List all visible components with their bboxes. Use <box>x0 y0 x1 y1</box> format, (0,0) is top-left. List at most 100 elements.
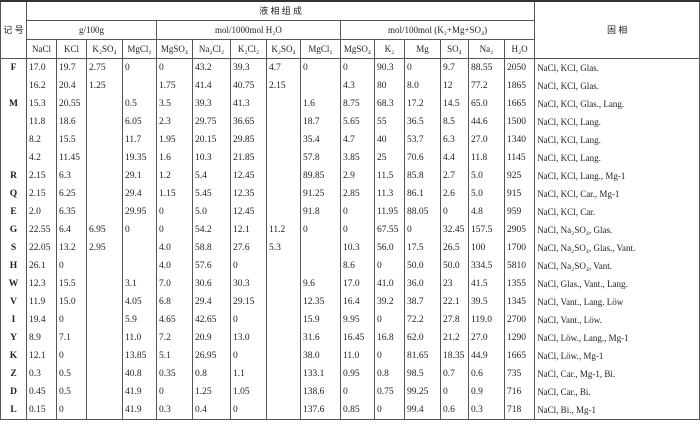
cell-value: 12.45 <box>230 203 267 221</box>
cell-value: 137.6 <box>300 401 341 420</box>
cell-value <box>86 113 123 131</box>
cell-value: 40 <box>374 131 405 149</box>
cell-value: 0.15 <box>26 401 57 420</box>
column-header-row: NaCl KCl K₂SO₄ MgCl₂ MgSO₄ Na₂Cl₂ K₂Cl₂ K₂SO₄ Mg… <box>1 39 700 59</box>
cell-value: 0 <box>404 221 441 239</box>
cell-value: 4.7 <box>340 131 375 149</box>
table-row: L 0.15 0 41.9 0.3 0.4 0 137.6 0.85 0 99.4 0.6 0.3 718… <box>0 401 700 420</box>
cell-value: 12.35 <box>230 185 267 203</box>
cell-value <box>266 329 301 347</box>
cell-value: 39.5 <box>468 293 505 311</box>
cell-value: 5.9 <box>122 311 157 329</box>
cell-value <box>266 401 301 420</box>
cell-value: 0 <box>56 311 87 329</box>
cell-value: 88.55 <box>468 58 505 77</box>
cell-value: 11.0 <box>122 329 157 347</box>
solid-phase: NaCl, Bi., Mg-1 <box>534 401 700 420</box>
cell-value: 0.7 <box>440 365 469 383</box>
cell-value: 0.35 <box>156 365 193 383</box>
cell-value: 10.3 <box>340 239 375 257</box>
solid-phase: NaCl, KCl, Lang. <box>534 131 700 149</box>
solid-phase: NaCl, KCl, Car. <box>534 203 700 221</box>
cell-value: 334.5 <box>468 257 505 275</box>
cell-value: 6.95 <box>86 221 123 239</box>
cell-value: 38.7 <box>404 293 441 311</box>
table-row: D 0.45 0.5 41.9 0 1.25 1.05 138.6 0 0.75 99.25 0 0.9… <box>0 383 700 401</box>
table-row: H 26.1 0 4.0 57.6 0 8.6 0 50.0 50.0 334.5 5810 NaCl,… <box>0 257 700 275</box>
cell-value: 21.85 <box>230 149 267 167</box>
cell-value: 157.5 <box>468 221 505 239</box>
cell-value: 0 <box>374 347 405 365</box>
cell-value <box>86 131 123 149</box>
cell-value: 88.05 <box>404 203 441 221</box>
solid-phase: NaCl, KCl, Car., Mg-1 <box>534 185 700 203</box>
solid-phase: NaCl, KCl, Lang. <box>534 149 700 167</box>
cell-value: 11.0 <box>340 347 375 365</box>
row-mark: G <box>0 221 27 239</box>
cell-value: 1.6 <box>156 149 193 167</box>
cell-value: 13.85 <box>122 347 157 365</box>
row-mark <box>0 77 27 95</box>
cell-value: 2050 <box>503 58 536 77</box>
solid-phase: NaCl, KCl, Glas., Lang. <box>534 95 700 113</box>
cell-value: 2.7 <box>440 167 469 185</box>
cell-value: 5.0 <box>192 203 231 221</box>
cell-value: 36.5 <box>404 113 441 131</box>
solid-phase: NaCl, Vant., Löw. <box>534 311 700 329</box>
cell-value: 36.65 <box>230 113 267 131</box>
cell-value: 0.5 <box>56 365 87 383</box>
cell-value: 99.4 <box>404 401 441 420</box>
row-mark: Y <box>0 329 27 347</box>
cell-value: 0.3 <box>156 401 193 420</box>
cell-value: 0 <box>340 203 375 221</box>
cell-value: 22.1 <box>440 293 469 311</box>
data-table: 记 号 液 相 组 成 固 相 g/100g mol/1000mol H₂O m… <box>0 0 700 420</box>
cell-value: 8.2 <box>26 131 57 149</box>
table-row: W 12.3 15.5 3.1 7.0 30.6 30.3 9.6 17.0 41.0 36.0 23… <box>0 275 700 293</box>
cell-value: 70.6 <box>404 149 441 167</box>
cell-value: 0.9 <box>468 383 505 401</box>
cell-value: 7.0 <box>156 275 193 293</box>
table-row: E 2.0 6.35 29.95 0 5.0 12.45 91.8 0 11.95 88.05 0 4.… <box>0 203 700 221</box>
cell-value: 27.0 <box>468 329 505 347</box>
cell-value: 7.1 <box>56 329 87 347</box>
cell-value: 40.8 <box>122 365 157 383</box>
cell-value: 1.15 <box>156 185 193 203</box>
cell-value: 15.0 <box>56 293 87 311</box>
cell-value: 41.9 <box>122 383 157 401</box>
cell-value: 26.95 <box>192 347 231 365</box>
column-header: MgSO₄ <box>156 39 193 59</box>
unit-header: g/100g <box>26 20 157 40</box>
cell-value: 925 <box>503 167 536 185</box>
column-header: K₂SO₄ <box>266 39 301 59</box>
cell-value: 0 <box>122 221 157 239</box>
mark-header: 记 号 <box>0 0 27 59</box>
column-header: K₂ <box>374 39 405 59</box>
cell-value: 12.1 <box>26 347 57 365</box>
cell-value: 19.35 <box>122 149 157 167</box>
cell-value: 0.3 <box>26 365 57 383</box>
table-row: F 17.0 19.7 2.75 0 0 43.2 39.3 4.7 0 0 90.3 0 9.7 88.5… <box>0 58 700 77</box>
row-mark: W <box>0 275 27 293</box>
cell-value: 11.3 <box>374 185 405 203</box>
cell-value: 1290 <box>503 329 536 347</box>
cell-value: 6.3 <box>56 167 87 185</box>
table-row: 8.2 15.5 11.7 1.95 20.15 29.85 35.4 4.7 40 53.7 6.… <box>0 131 700 149</box>
cell-value: 3.1 <box>122 275 157 293</box>
solid-header: 固 相 <box>534 0 700 59</box>
cell-value: 4.05 <box>122 293 157 311</box>
cell-value: 16.2 <box>26 77 57 95</box>
cell-value: 100 <box>468 239 505 257</box>
cell-value: 0.75 <box>374 383 405 401</box>
column-header: KCl <box>56 39 87 59</box>
cell-value: 31.6 <box>300 329 341 347</box>
cell-value: 15.9 <box>300 311 341 329</box>
cell-value: 0 <box>300 221 341 239</box>
solid-phase: NaCl, Car., Mg-1, Bi. <box>534 365 700 383</box>
cell-value: 4.65 <box>156 311 193 329</box>
cell-value: 0.5 <box>122 95 157 113</box>
cell-value <box>266 257 301 275</box>
cell-value <box>86 365 123 383</box>
row-mark: Z <box>0 365 27 383</box>
cell-value: 0 <box>156 58 193 77</box>
